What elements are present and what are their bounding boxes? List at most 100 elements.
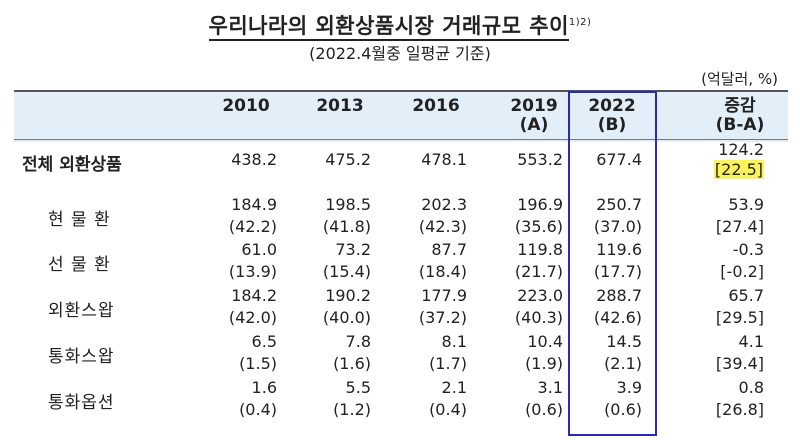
column-header-year: 증감 <box>724 96 756 116</box>
row-label: 전체 외환상품 <box>22 155 122 175</box>
share-cell-text: (40.3) <box>514 308 563 327</box>
value-cell: 3.9 <box>616 378 642 397</box>
share-cell: (37.2) <box>407 308 467 327</box>
share-cell-text: (35.6) <box>514 217 563 236</box>
share-cell-text: (0.4) <box>239 400 277 419</box>
share-cell: (15.4) <box>311 262 371 281</box>
value-cell: 184.9 <box>231 195 277 214</box>
share-cell-text: (15.4) <box>322 262 371 281</box>
column-header-5: 증감 (B-A) <box>695 97 785 135</box>
value-cell: 119.6 <box>596 240 642 259</box>
share-cell-text: (17.7) <box>593 262 642 281</box>
share-cell-text: [-0.2] <box>720 262 764 281</box>
share-cell-text: (1.9) <box>525 354 563 373</box>
share-cell-text: [39.4] <box>715 354 764 373</box>
share-cell: (37.0) <box>582 217 642 236</box>
value-cell: 184.2 <box>231 286 277 305</box>
share-cell: [27.4] <box>704 217 764 236</box>
column-header-year: 2019 <box>510 96 558 116</box>
title-footnote-marker: 1)2) <box>568 17 592 28</box>
share-cell: (13.9) <box>217 262 277 281</box>
value-cell: 288.7 <box>596 286 642 305</box>
table-header <box>14 90 788 142</box>
value-cell: 190.2 <box>325 286 371 305</box>
value-cell: 8.1 <box>441 332 467 351</box>
value-cell: 202.3 <box>421 195 467 214</box>
share-cell: (0.4) <box>407 400 467 419</box>
share-cell: (18.4) <box>407 262 467 281</box>
value-cell: 2.1 <box>441 378 467 397</box>
value-cell: 438.2 <box>231 150 277 169</box>
share-cell-text: (0.6) <box>604 400 642 419</box>
share-cell: (1.7) <box>407 354 467 373</box>
share-cell: (42.6) <box>582 308 642 327</box>
share-cell-text: [27.4] <box>715 217 764 236</box>
share-cell: [39.4] <box>704 354 764 373</box>
column-header-3: 2019 (A) <box>489 97 579 135</box>
value-cell: 1.6 <box>251 378 277 397</box>
column-header-2: 2016 <box>391 97 481 116</box>
value-cell: 4.1 <box>738 332 764 351</box>
value-cell: 0.8 <box>738 378 764 397</box>
column-header-sub: (B) <box>597 115 627 135</box>
column-header-year: 2016 <box>412 96 460 116</box>
value-cell: 478.1 <box>421 150 467 169</box>
share-cell-wrapper: [22.5] <box>704 160 764 179</box>
share-cell: (0.4) <box>217 400 277 419</box>
value-cell: 553.2 <box>517 150 563 169</box>
share-cell-text: (42.6) <box>593 308 642 327</box>
highlight-2022-column <box>568 91 657 436</box>
share-cell-text: [29.5] <box>715 308 764 327</box>
share-cell: (0.6) <box>582 400 642 419</box>
row-label: 통화옵션 <box>48 393 115 413</box>
row-label: 현 물 환 <box>48 210 111 230</box>
share-cell-text: (1.5) <box>239 354 277 373</box>
value-cell: 87.7 <box>431 240 467 259</box>
value-cell: 124.2 <box>718 140 764 159</box>
unit-label: (억달러, %) <box>701 70 778 88</box>
value-cell: 6.5 <box>251 332 277 351</box>
table-title-text: 우리나라의 외환상품시장 거래규모 추이 <box>208 14 569 41</box>
share-cell: (35.6) <box>503 217 563 236</box>
column-header-year: 2010 <box>222 96 270 116</box>
value-cell: 677.4 <box>596 150 642 169</box>
share-cell-text: [26.8] <box>715 400 764 419</box>
share-cell: (1.2) <box>311 400 371 419</box>
share-cell: (1.5) <box>217 354 277 373</box>
value-cell: 3.1 <box>537 378 563 397</box>
share-cell-text: (0.6) <box>525 400 563 419</box>
column-header-sub: (A) <box>519 115 549 135</box>
share-cell: [26.8] <box>704 400 764 419</box>
share-cell: (40.3) <box>503 308 563 327</box>
share-cell-text: (2.1) <box>604 354 642 373</box>
table-subtitle: (2022.4월중 일평균 기준) <box>309 44 491 63</box>
value-cell: 10.4 <box>527 332 563 351</box>
share-cell-text: (37.2) <box>418 308 467 327</box>
column-header-year: 2022 <box>588 96 636 116</box>
share-cell: [29.5] <box>704 308 764 327</box>
table-title: 우리나라의 외환상품시장 거래규모 추이1)2) <box>0 10 800 41</box>
column-header-1: 2013 <box>295 97 385 116</box>
share-cell: (21.7) <box>503 262 563 281</box>
share-cell: (1.6) <box>311 354 371 373</box>
value-cell: 198.5 <box>325 195 371 214</box>
share-cell: [-0.2] <box>704 262 764 281</box>
share-cell-text: (42.0) <box>228 308 277 327</box>
share-cell-text: (1.2) <box>333 400 371 419</box>
header-divider <box>14 139 788 140</box>
value-cell: 65.7 <box>728 286 764 305</box>
share-cell: (42.2) <box>217 217 277 236</box>
share-cell: (17.7) <box>582 262 642 281</box>
column-header-sub: (B-A) <box>715 115 765 135</box>
share-cell-text: (1.6) <box>333 354 371 373</box>
value-cell: 196.9 <box>517 195 563 214</box>
share-cell-text: (40.0) <box>322 308 371 327</box>
value-cell: 223.0 <box>517 286 563 305</box>
share-cell: (42.0) <box>217 308 277 327</box>
share-cell-text: (21.7) <box>514 262 563 281</box>
value-cell: -0.3 <box>732 240 764 259</box>
share-cell: (42.3) <box>407 217 467 236</box>
row-label: 외환스왑 <box>48 301 115 321</box>
row-label: 통화스왑 <box>48 347 115 367</box>
value-cell: 7.8 <box>345 332 371 351</box>
